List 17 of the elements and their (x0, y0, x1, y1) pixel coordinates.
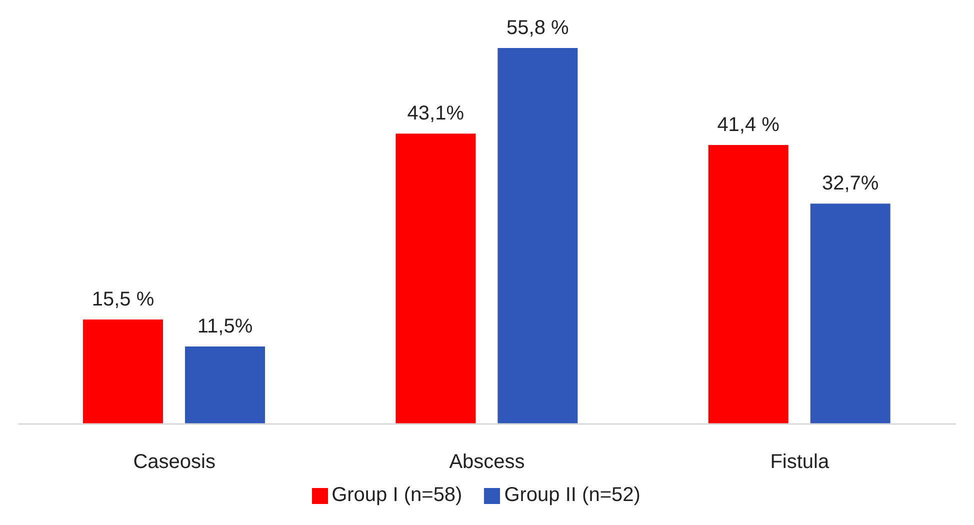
data-label: 41,4 % (717, 114, 780, 136)
data-label: 55,8 % (506, 17, 570, 39)
bar (185, 346, 265, 424)
legend-label: Group I (n=58) (332, 484, 462, 506)
legend-label: Group II (n=52) (504, 484, 640, 506)
x-tick-label: Abscess (449, 451, 525, 474)
bar (708, 145, 788, 424)
x-tick-label: Caseosis (133, 451, 216, 474)
data-label: 11,5% (197, 316, 253, 338)
bar (810, 204, 890, 424)
bar (83, 320, 163, 424)
bar (498, 48, 578, 424)
data-label: 32,7% (822, 172, 879, 195)
x-tick-label: Fistula (770, 451, 830, 474)
data-label: 43,1% (407, 102, 464, 125)
bar (396, 134, 476, 424)
data-label: 15,5 % (92, 288, 154, 311)
